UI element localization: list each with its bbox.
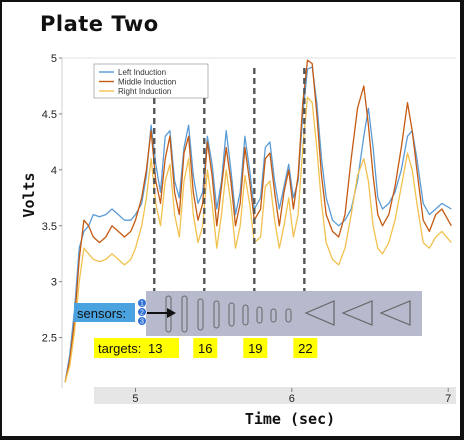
y-tick-label: 3	[51, 277, 57, 289]
x-tick-label: 5	[132, 393, 138, 405]
y-tick-label: 3.5	[42, 221, 57, 233]
y-tick-label: 4	[51, 165, 57, 177]
x-tick-label: 6	[289, 393, 295, 405]
target-number: 19	[248, 341, 262, 356]
target-label-box	[293, 338, 318, 358]
sensors-label-box	[74, 303, 135, 322]
plate-slot	[270, 308, 277, 323]
target-number: 22	[298, 341, 312, 356]
sensor-dot	[137, 298, 147, 308]
sensor-arrow-head	[167, 308, 176, 318]
plate-arrow-shape	[341, 300, 373, 326]
x-axis-ticks: 5 6 7	[132, 388, 451, 405]
plate-arrow-shape	[379, 300, 411, 326]
plate-diagram	[146, 291, 422, 336]
y-tick-label: 4.5	[42, 109, 57, 121]
targets-label: targets:	[98, 341, 141, 356]
target-label-box	[193, 338, 218, 358]
x-axis-label: Time (sec)	[244, 410, 336, 428]
plate-slot	[256, 306, 263, 324]
y-tick-label: 2.5	[42, 333, 57, 345]
y-axis-ticks: 2.5 3 3.5 4 4.5 5	[42, 53, 62, 345]
chart-title: Plate Two	[40, 12, 159, 36]
series-line-right-induction	[64, 96, 452, 383]
plate-slot	[181, 295, 188, 333]
target-number: 13	[148, 341, 162, 356]
x-axis-band	[94, 387, 456, 404]
legend-entry: Left Induction	[118, 68, 166, 77]
sensor-dot	[137, 316, 147, 326]
sensor-dots: 1 2 3	[137, 298, 147, 326]
sensor-number: 2	[140, 310, 144, 317]
series-lines	[64, 59, 452, 383]
target-labels: 13 16 19 22	[143, 338, 318, 358]
sensors-label: sensors:	[77, 306, 126, 321]
plate-slot	[197, 298, 204, 331]
legend-entry: Middle Induction	[118, 78, 176, 87]
series-line-middle-induction	[64, 59, 452, 383]
legend-entry: Right Induction	[118, 87, 171, 96]
y-tick-label: 5	[51, 53, 57, 65]
target-label-box	[243, 338, 268, 358]
sensor-dot	[137, 307, 147, 317]
plate-slot	[242, 304, 249, 326]
plate-slot	[285, 308, 292, 323]
target-label-box	[143, 338, 168, 358]
plate-slot	[213, 300, 220, 329]
sensor-overlay: sensors: 1 2 3 targets: 13 16 19 22	[74, 291, 422, 358]
sensor-number: 1	[140, 301, 144, 308]
sensor-number: 3	[140, 319, 144, 326]
plate-arrow-shape	[304, 300, 335, 326]
x-tick-label: 7	[445, 393, 451, 405]
target-number: 16	[198, 341, 212, 356]
plate-slots	[165, 295, 411, 333]
plate-slot	[228, 302, 235, 327]
series-line-left-induction	[64, 66, 452, 383]
